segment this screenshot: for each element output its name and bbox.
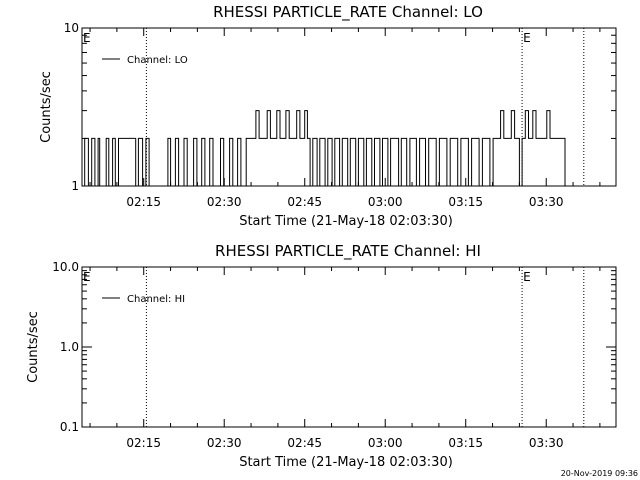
x-tick-label: 03:30: [529, 436, 564, 450]
x-tick-label: 03:00: [368, 195, 403, 209]
y-axis-label-lo: Counts/sec: [39, 71, 54, 143]
x-tick-label: 02:15: [126, 436, 161, 450]
legend-label-hi: Channel: HI: [127, 294, 185, 305]
y-tick-label: 10: [64, 21, 79, 35]
event-marker-label: E: [523, 270, 531, 284]
panel-lo: RHESSI PARTICLE_RATE Channel: LO 02:15 02…: [39, 3, 617, 229]
y-tick-label: 1: [71, 179, 79, 193]
x-ticks-hi: 02:15 02:30 02:45 03:00 03:15 03:30: [89, 267, 601, 450]
chart-title-lo: RHESSI PARTICLE_RATE Channel: LO: [213, 3, 483, 22]
y-tick-label: 0.1: [60, 420, 79, 434]
x-tick-label: 03:15: [448, 195, 483, 209]
x-tick-label: 02:30: [207, 195, 242, 209]
timestamp: 20-Nov-2019 09:36: [561, 469, 638, 478]
x-tick-label: 02:45: [287, 195, 322, 209]
x-ticks-lo: 02:15 02:30 02:45 03:00 03:15 03:30: [89, 28, 601, 209]
x-tick-label: 02:45: [287, 436, 322, 450]
legend-hi: Channel: HI: [102, 294, 185, 305]
y-ticks-lo: 1 10: [64, 21, 616, 193]
series-line-channel-lo: [82, 110, 566, 187]
event-marker-label: E: [523, 31, 531, 45]
chart-title-hi: RHESSI PARTICLE_RATE Channel: HI: [215, 242, 481, 261]
x-tick-label: 03:15: [448, 436, 483, 450]
x-tick-label: 03:30: [529, 195, 564, 209]
y-axis-label-hi: Counts/sec: [26, 311, 41, 383]
x-tick-label: 02:30: [207, 436, 242, 450]
panel-hi: RHESSI PARTICLE_RATE Channel: HI 02:15 02…: [26, 242, 617, 470]
legend-lo: Channel: LO: [102, 55, 188, 66]
x-axis-label-hi: Start Time (21-May-18 02:03:30): [239, 455, 453, 470]
event-marker-label: E: [83, 270, 91, 284]
legend-label-lo: Channel: LO: [127, 55, 188, 66]
series-lo: [82, 110, 566, 187]
x-tick-label: 03:00: [368, 436, 403, 450]
event-marker-label: E: [83, 31, 91, 45]
x-axis-label-lo: Start Time (21-May-18 02:03:30): [239, 214, 453, 229]
y-tick-label: 1.0: [60, 340, 79, 354]
y-ticks-hi: 0.1 1.0 10.0: [52, 260, 616, 434]
y-tick-label: 10.0: [52, 260, 79, 274]
x-tick-label: 02:15: [126, 195, 161, 209]
